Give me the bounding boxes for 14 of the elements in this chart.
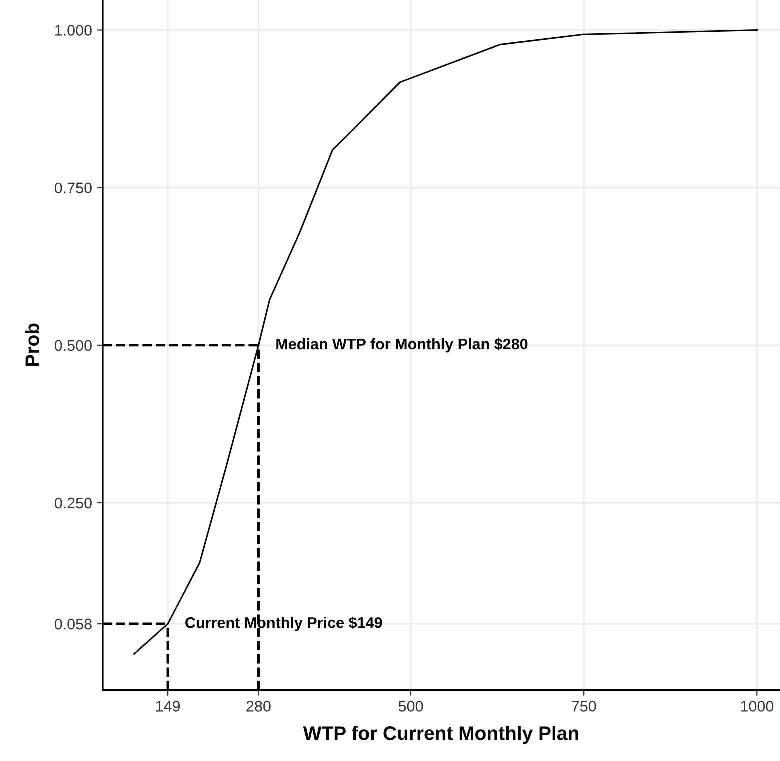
annotation: Current Monthly Price $149 <box>186 616 382 632</box>
x-tick-label: 500 <box>398 701 424 712</box>
y-tick-label: 0.500 <box>54 340 92 352</box>
x-tick-label: 1000 <box>741 701 774 712</box>
x-tick-label: 149 <box>156 701 180 712</box>
x-tick-label: 280 <box>246 701 271 712</box>
x-axis-title: WTP for Current Monthly Plan <box>303 726 578 744</box>
y-tick-label: 0.750 <box>54 182 92 194</box>
y-tick-label: 1.000 <box>55 25 92 36</box>
y-axis-title: Prob <box>25 324 40 366</box>
y-tick-label: 0.250 <box>54 498 92 509</box>
y-tick-label: 0.058 <box>54 618 92 630</box>
x-tick-label: 750 <box>572 701 596 712</box>
annotation: Median WTP for Monthly Plan $280 <box>276 338 528 353</box>
